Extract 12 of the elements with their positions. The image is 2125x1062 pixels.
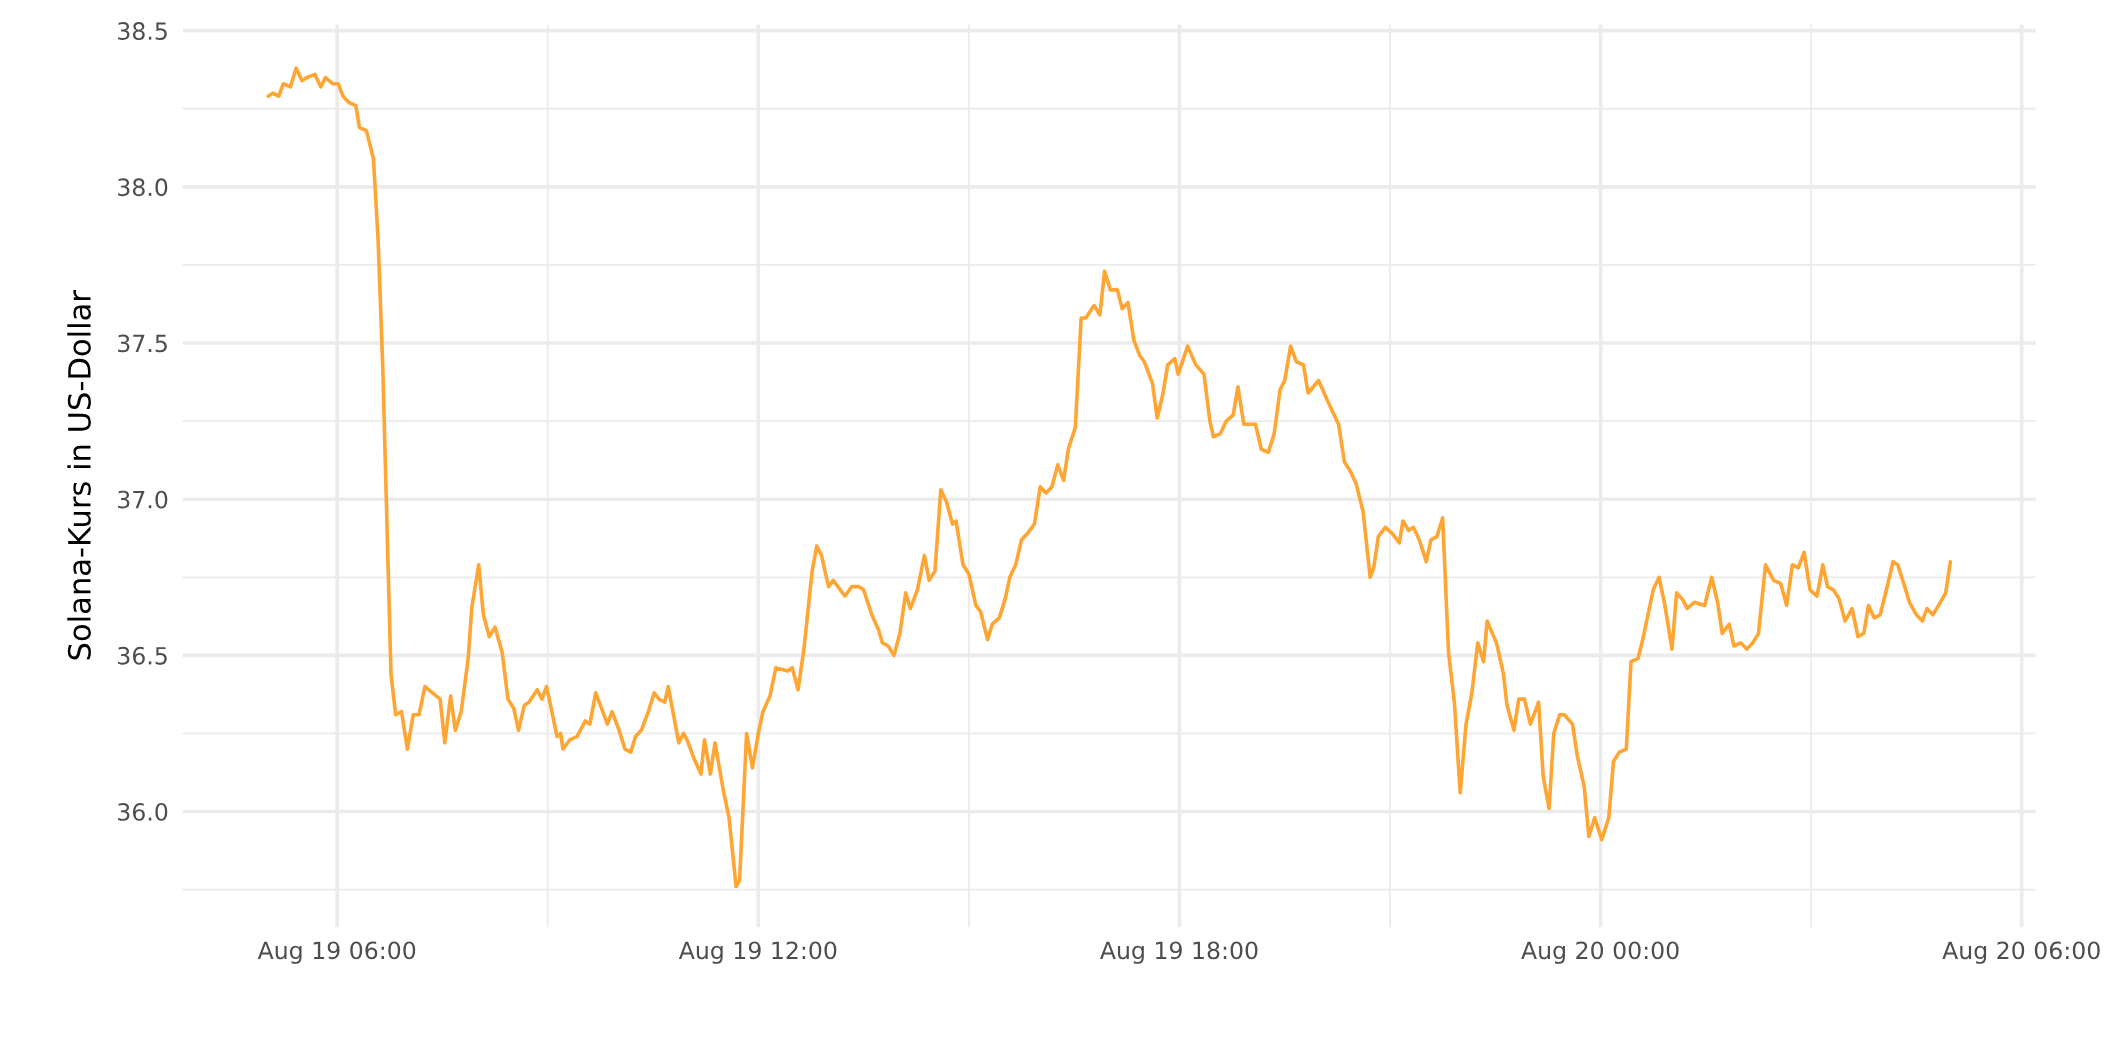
x-tick-label: Aug 19 06:00	[257, 941, 416, 964]
x-tick-label: Aug 20 00:00	[1521, 941, 1679, 964]
y-tick-label: 36.5	[118, 646, 167, 665]
y-tick-label: 38.0	[118, 178, 168, 197]
y-tick-label: 37.5	[118, 334, 167, 353]
x-tick-label: Aug 19 18:00	[1100, 941, 1258, 964]
y-axis-title: Solana-Kurs in US-Dollar	[67, 290, 91, 660]
x-tick-label: Aug 19 12:00	[678, 941, 837, 964]
y-tick-label: 36.0	[118, 803, 168, 821]
y-tick-label: 38.5	[118, 22, 167, 40]
x-tick-label: Aug 20 06:00	[1942, 941, 2100, 964]
y-tick-label: 37.0	[118, 490, 168, 509]
